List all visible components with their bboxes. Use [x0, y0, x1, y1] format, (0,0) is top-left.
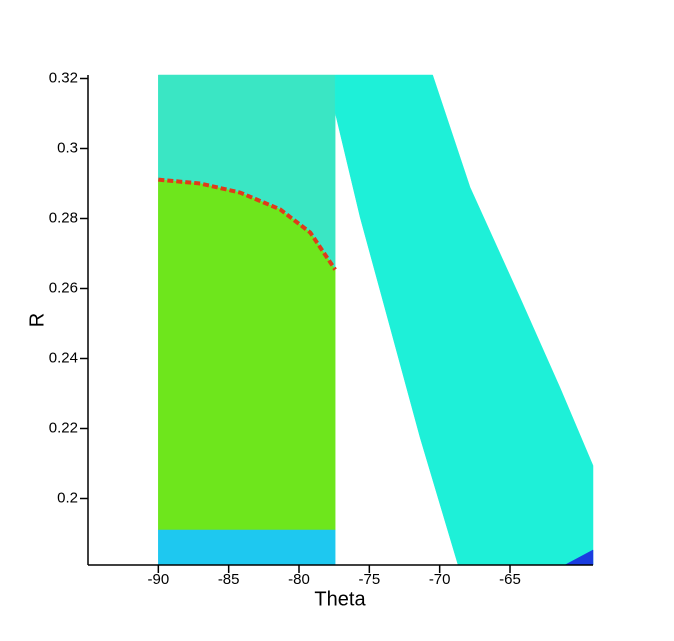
x-tick-label: -75 — [358, 571, 380, 588]
x-tick-label: -90 — [147, 571, 169, 588]
x-axis-label: Theta — [314, 588, 366, 610]
contour-region — [158, 529, 336, 566]
x-tick-label: -80 — [288, 571, 310, 588]
contour-interface — [158, 177, 337, 271]
y-tick-label: 0.24 — [49, 349, 78, 366]
y-tick-label: 0.32 — [49, 69, 78, 86]
x-tick-label: -70 — [429, 571, 451, 588]
y-tick-label: 0.28 — [49, 209, 78, 226]
x-tick-label: -85 — [218, 571, 240, 588]
y-tick-label: 0.2 — [57, 489, 78, 506]
y-tick-label: 0.26 — [49, 279, 78, 296]
y-axis-label: R — [26, 313, 48, 327]
y-tick-label: 0.3 — [57, 139, 78, 156]
contour-region — [334, 74, 594, 566]
y-tick-label: 0.22 — [49, 419, 78, 436]
x-tick-label: -65 — [499, 571, 521, 588]
